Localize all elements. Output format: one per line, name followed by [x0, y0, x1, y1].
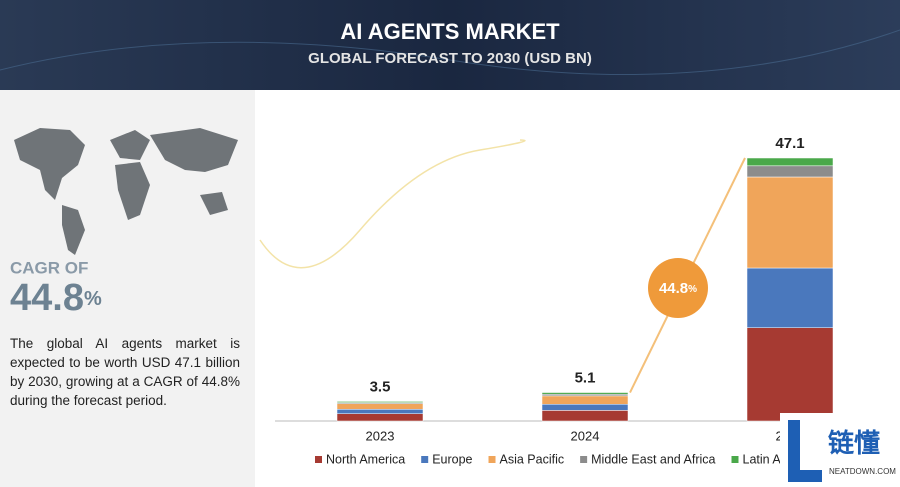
- x-tick-label: 2024: [571, 428, 600, 443]
- world-map: [14, 128, 238, 255]
- watermark-brand: 链懂: [828, 428, 880, 458]
- bar-segment: [336, 413, 424, 422]
- watermark: 链懂 NEATDOWN.COM: [780, 413, 900, 487]
- legend-swatch: [580, 456, 588, 463]
- legend-label: North America: [326, 452, 405, 466]
- bar-segment: [746, 327, 834, 422]
- cagr-caption: CAGR OF: [10, 258, 88, 277]
- header-deco: [0, 29, 900, 76]
- cagr-figure: 44.8%: [10, 277, 102, 319]
- header-band: [0, 0, 900, 90]
- bar-segment: [336, 403, 424, 410]
- legend-swatch: [731, 456, 739, 463]
- bar-segment: [541, 395, 629, 405]
- watermark-site: NEATDOWN.COM: [829, 467, 896, 476]
- legend-swatch: [421, 456, 429, 463]
- bar-segment: [541, 392, 629, 395]
- cagr-value: 44.8: [10, 277, 84, 319]
- subtitle: GLOBAL FORECAST TO 2030 (USD BN): [308, 50, 592, 67]
- deco-curve: [259, 139, 526, 269]
- bar-segment: [541, 403, 629, 411]
- bar-segment: [746, 176, 834, 269]
- total-label: 47.1: [775, 135, 804, 152]
- bar-segment: [746, 267, 834, 328]
- legend-swatch: [488, 456, 496, 463]
- bar-segment: [746, 157, 834, 167]
- bar-segment: [541, 410, 629, 422]
- legend-label: Middle East and Africa: [591, 452, 715, 466]
- cagr-bubble-value: 44.8: [659, 280, 688, 297]
- cagr-bubble: [648, 258, 708, 318]
- bar-segment: [541, 393, 629, 397]
- description: The global AI agents market is expected …: [10, 336, 240, 408]
- bar-segment: [336, 409, 424, 414]
- legend-swatch: [315, 456, 322, 463]
- watermark-logo: [788, 420, 822, 482]
- total-label: 3.5: [370, 378, 391, 395]
- cagr-bubble-unit: %: [688, 284, 697, 295]
- x-tick-label: 2023: [366, 428, 395, 443]
- legend-label: Asia Pacific: [500, 452, 565, 466]
- cagr-bubble-label: 44.8%: [659, 280, 697, 297]
- legend-label: Europe: [432, 452, 472, 466]
- bar-segment: [746, 165, 834, 178]
- bar-segment: [336, 401, 424, 403]
- total-label: 5.1: [575, 369, 596, 386]
- title: AI AGENTS MARKET: [340, 19, 560, 44]
- cagr-unit: %: [84, 288, 102, 310]
